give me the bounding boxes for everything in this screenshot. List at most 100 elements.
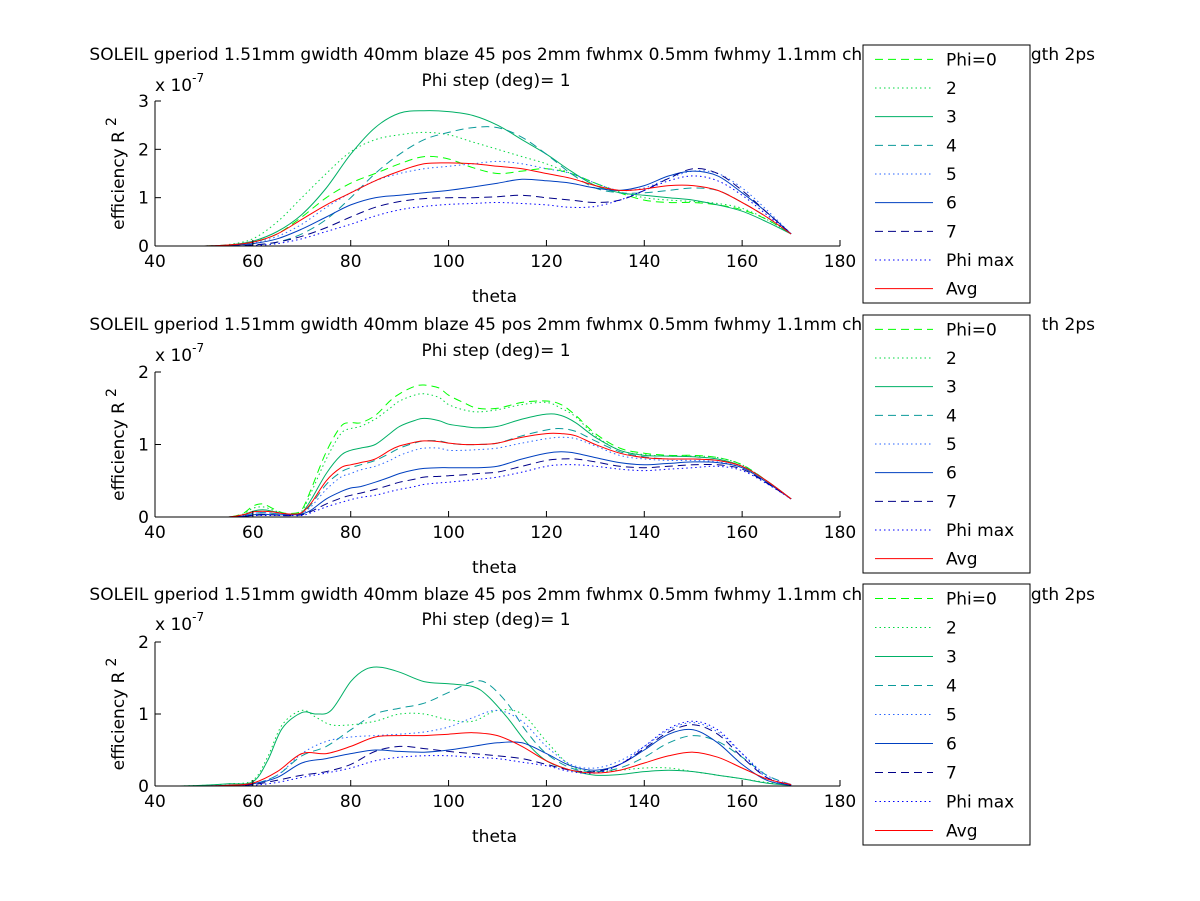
x-tick-label: 140 xyxy=(628,792,660,812)
legend-label-8: Phi max xyxy=(946,521,1014,541)
series-line-7 xyxy=(179,168,792,246)
chart-title-tail: th 2ps xyxy=(1042,315,1095,335)
x-tick-label: 40 xyxy=(144,252,166,272)
chart-subtitle: Phi step (deg)= 1 xyxy=(421,341,570,361)
x-tick-label: 100 xyxy=(432,523,464,543)
y-tick-label: 2 xyxy=(138,633,149,653)
legend-label-4: 4 xyxy=(946,406,957,426)
y-axis-label-text: efficiency R xyxy=(109,131,129,230)
y-exponent-power: -7 xyxy=(192,341,204,355)
series-line-6 xyxy=(179,170,792,246)
x-axis-label: theta xyxy=(472,558,517,578)
y-tick-label: 2 xyxy=(138,140,149,160)
x-tick-label: 120 xyxy=(530,523,562,543)
chart-panel-1: 40 60 80 100 120 140 160 180 0 1 2 3 x 10-7 theta effi… xyxy=(89,44,1095,307)
y-exponent-base: x 10 xyxy=(155,615,192,635)
y-axis-label-sup: 2 xyxy=(104,388,120,397)
x-tick-label: 160 xyxy=(726,523,758,543)
series-line-3 xyxy=(179,413,792,517)
legend-label-1: Phi=0 xyxy=(946,590,997,610)
y-tick-label: 0 xyxy=(138,237,149,257)
legend-label-2: 2 xyxy=(946,79,957,99)
chart-title: SOLEIL gperiod 1.51mm gwidth 40mm blaze … xyxy=(89,45,900,65)
series-line-3 xyxy=(179,666,792,786)
legend: Phi=0 2 3 4 5 6 7 Phi max Avg xyxy=(862,583,1031,846)
legend-label-2: 2 xyxy=(946,619,957,639)
x-tick-label: 160 xyxy=(726,792,758,812)
chart-subtitle: Phi step (deg)= 1 xyxy=(421,610,570,630)
series-line-9 xyxy=(179,432,792,517)
x-tick-label: 80 xyxy=(340,792,362,812)
x-tick-label: 160 xyxy=(726,252,758,272)
x-tick-label: 80 xyxy=(340,523,362,543)
legend-box xyxy=(862,44,1031,304)
legend-label-2: 2 xyxy=(946,349,957,369)
y-exponent: x 10-7 xyxy=(155,610,204,635)
legend-label-5: 5 xyxy=(946,435,957,455)
series-line-2 xyxy=(179,131,792,246)
series-line-1 xyxy=(179,155,792,246)
x-tick-label: 100 xyxy=(432,252,464,272)
x-tick-label: 140 xyxy=(628,523,660,543)
series-line-9 xyxy=(179,732,792,786)
legend-label-5: 5 xyxy=(946,706,957,726)
legend-label-6: 6 xyxy=(946,464,957,484)
series-line-2 xyxy=(179,393,792,517)
y-tick-label: 0 xyxy=(138,777,149,797)
x-tick-label: 180 xyxy=(824,523,856,543)
x-tick-label: 100 xyxy=(432,792,464,812)
series-line-7 xyxy=(179,724,792,786)
x-tick-label: 140 xyxy=(628,252,660,272)
legend-label-3: 3 xyxy=(946,378,957,398)
y-tick-label: 1 xyxy=(138,436,149,456)
y-axis-label-sup: 2 xyxy=(104,658,120,667)
y-exponent-base: x 10 xyxy=(155,346,192,366)
chart-title: SOLEIL gperiod 1.51mm gwidth 40mm blaze … xyxy=(89,585,900,605)
x-tick-label: 60 xyxy=(242,792,264,812)
legend-label-8: Phi max xyxy=(946,251,1014,271)
legend-label-6: 6 xyxy=(946,194,957,214)
legend-label-7: 7 xyxy=(946,222,957,242)
x-tick-label: 60 xyxy=(242,252,264,272)
series-line-9 xyxy=(179,162,792,246)
legend-label-5: 5 xyxy=(946,165,957,185)
legend-label-7: 7 xyxy=(946,492,957,512)
x-tick-label: 60 xyxy=(242,523,264,543)
series-line-3 xyxy=(179,110,792,246)
legend-label-9: Avg xyxy=(946,822,978,842)
chart-panel-3: 40 60 80 100 120 140 160 180 0 1 2 x 10-7 theta effic… xyxy=(89,583,1095,847)
chart-title-tail: gth 2ps xyxy=(1031,585,1095,605)
series-lines xyxy=(179,666,792,786)
chart-title: SOLEIL gperiod 1.51mm gwidth 40mm blaze … xyxy=(89,315,900,335)
y-axis-label-text: efficiency R xyxy=(109,671,129,770)
legend-label-3: 3 xyxy=(946,108,957,128)
x-tick-label: 40 xyxy=(144,792,166,812)
legend-label-1: Phi=0 xyxy=(946,50,997,70)
y-exponent: x 10-7 xyxy=(155,341,204,366)
series-lines xyxy=(179,384,792,517)
x-tick-label: 180 xyxy=(824,252,856,272)
legend-label-3: 3 xyxy=(946,648,957,668)
x-tick-label: 80 xyxy=(340,252,362,272)
chart-title-tail: gth 2ps xyxy=(1031,45,1095,65)
x-axis-label: theta xyxy=(472,827,517,847)
legend-label-6: 6 xyxy=(946,735,957,755)
y-exponent-power: -7 xyxy=(192,610,204,624)
y-tick-label: 1 xyxy=(138,189,149,209)
y-axis-label: efficiency R 2 xyxy=(104,658,129,771)
legend-label-4: 4 xyxy=(946,677,957,697)
legend-label-9: Avg xyxy=(946,550,978,570)
x-tick-label: 180 xyxy=(824,792,856,812)
y-exponent: x 10-7 xyxy=(155,71,204,96)
chart-subtitle: Phi step (deg)= 1 xyxy=(421,71,570,91)
series-line-8 xyxy=(179,175,792,246)
y-axis-label: efficiency R 2 xyxy=(104,117,129,230)
y-tick-label: 1 xyxy=(138,705,149,725)
series-line-1 xyxy=(179,384,792,517)
y-exponent-power: -7 xyxy=(192,71,204,85)
series-line-8 xyxy=(179,720,792,786)
chart-panel-2: 40 60 80 100 120 140 160 180 0 1 2 x 10-7 theta effic… xyxy=(89,314,1095,578)
series-line-8 xyxy=(179,464,792,517)
y-tick-label: 3 xyxy=(138,92,149,112)
